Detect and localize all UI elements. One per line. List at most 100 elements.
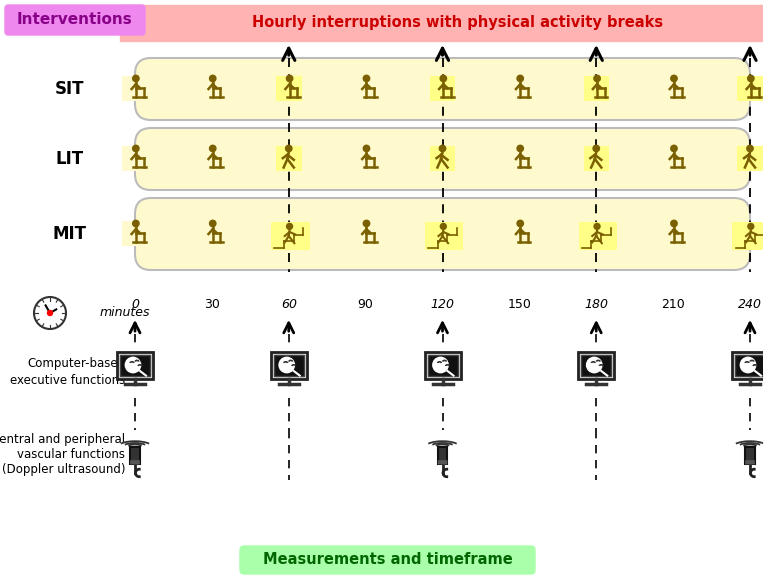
Text: Computer-based: Computer-based — [27, 357, 125, 370]
Text: Hourly interruptions with physical activity breaks: Hourly interruptions with physical activ… — [252, 15, 663, 30]
FancyBboxPatch shape — [130, 460, 140, 464]
Bar — [660, 75, 686, 101]
Text: (Doppler ultrasound): (Doppler ultrasound) — [2, 463, 125, 477]
Text: 30: 30 — [204, 298, 220, 311]
Bar — [737, 146, 763, 171]
Bar — [122, 221, 148, 246]
Text: 150: 150 — [507, 298, 531, 311]
Bar — [276, 146, 301, 171]
Text: LIT: LIT — [56, 150, 84, 168]
Circle shape — [670, 144, 678, 152]
Bar — [584, 146, 609, 171]
Text: 60: 60 — [281, 298, 297, 311]
Bar — [578, 222, 617, 250]
Bar — [578, 352, 614, 379]
Circle shape — [132, 74, 140, 82]
Bar — [199, 221, 224, 246]
Text: Interventions: Interventions — [17, 12, 133, 27]
Circle shape — [285, 74, 294, 82]
Circle shape — [362, 144, 370, 152]
Circle shape — [670, 74, 678, 82]
Bar — [120, 5, 763, 41]
Bar — [120, 355, 150, 376]
Circle shape — [517, 74, 524, 82]
FancyBboxPatch shape — [5, 5, 145, 35]
Bar — [735, 355, 763, 376]
Circle shape — [286, 223, 293, 230]
Circle shape — [586, 357, 603, 373]
Text: MIT: MIT — [53, 225, 87, 243]
Bar — [581, 355, 611, 376]
Text: 210: 210 — [662, 298, 685, 311]
Bar — [117, 352, 153, 379]
FancyBboxPatch shape — [438, 460, 447, 464]
Circle shape — [132, 219, 140, 228]
Bar — [425, 222, 463, 250]
Bar — [430, 75, 456, 101]
FancyBboxPatch shape — [135, 198, 750, 270]
Bar — [507, 221, 532, 246]
Circle shape — [209, 144, 217, 152]
Circle shape — [670, 219, 678, 228]
Circle shape — [517, 219, 524, 228]
Text: 180: 180 — [584, 298, 608, 311]
Text: Measurements and timeframe: Measurements and timeframe — [262, 552, 513, 567]
Text: 240: 240 — [738, 298, 762, 311]
Bar — [276, 75, 301, 101]
Circle shape — [594, 223, 600, 230]
Circle shape — [124, 357, 141, 373]
Circle shape — [439, 144, 446, 152]
Circle shape — [439, 223, 447, 230]
Bar — [353, 146, 378, 171]
FancyBboxPatch shape — [135, 58, 750, 120]
Bar — [130, 448, 140, 464]
Bar — [745, 448, 755, 464]
Text: executive functions: executive functions — [10, 373, 125, 387]
Bar — [424, 352, 461, 379]
Bar — [353, 75, 378, 101]
Circle shape — [439, 74, 447, 82]
Bar — [660, 221, 686, 246]
Circle shape — [209, 219, 217, 228]
Circle shape — [747, 223, 755, 230]
Bar — [430, 146, 456, 171]
Bar — [438, 448, 447, 464]
Circle shape — [285, 144, 293, 152]
Bar — [271, 352, 307, 379]
Bar — [732, 222, 763, 250]
Bar — [199, 146, 224, 171]
Bar — [122, 75, 148, 101]
Circle shape — [517, 144, 524, 152]
Bar — [353, 221, 378, 246]
Bar — [122, 146, 148, 171]
Circle shape — [592, 144, 600, 152]
Bar — [271, 222, 310, 250]
Circle shape — [362, 219, 370, 228]
Circle shape — [34, 297, 66, 329]
FancyBboxPatch shape — [745, 460, 755, 464]
Circle shape — [209, 74, 217, 82]
Bar — [584, 75, 609, 101]
Circle shape — [362, 74, 370, 82]
Circle shape — [747, 74, 755, 82]
Circle shape — [432, 357, 449, 373]
Bar — [737, 75, 763, 101]
Bar — [507, 146, 532, 171]
Text: minutes: minutes — [100, 307, 150, 319]
Bar — [660, 146, 686, 171]
Bar — [199, 75, 224, 101]
Bar — [732, 352, 763, 379]
FancyBboxPatch shape — [240, 546, 535, 574]
Text: 90: 90 — [358, 298, 374, 311]
Text: 0: 0 — [131, 298, 139, 311]
Circle shape — [47, 311, 53, 315]
Text: 120: 120 — [430, 298, 455, 311]
Bar — [427, 355, 458, 376]
Circle shape — [746, 144, 754, 152]
Bar — [274, 355, 304, 376]
Bar — [507, 75, 532, 101]
FancyBboxPatch shape — [135, 128, 750, 190]
Circle shape — [278, 357, 295, 373]
Text: Central and peripheral: Central and peripheral — [0, 433, 125, 446]
Circle shape — [593, 74, 601, 82]
